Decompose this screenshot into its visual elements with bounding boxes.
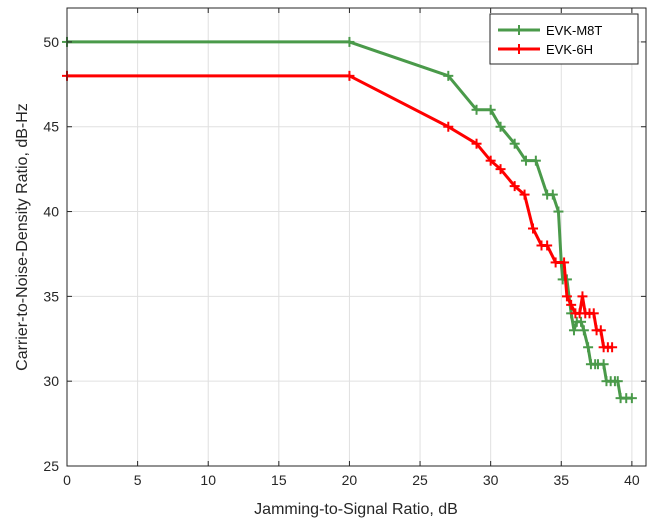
data-point — [626, 393, 637, 404]
data-point — [344, 36, 355, 47]
y-tick-label: 35 — [43, 288, 59, 304]
data-point — [344, 70, 355, 81]
y-tick-label: 30 — [43, 373, 59, 389]
data-point — [542, 240, 553, 251]
ticks: 0 5 10 15 20 25 30 35 40 25 30 35 40 45 50 — [43, 8, 646, 488]
legend-label: EVK-M8T — [546, 23, 602, 38]
y-tick-label: 45 — [43, 119, 59, 135]
legend-box — [489, 13, 639, 65]
x-tick-label: 5 — [134, 472, 142, 488]
data-point — [443, 70, 454, 81]
data-point — [471, 138, 482, 149]
data-point — [547, 189, 558, 200]
x-tick-label: 15 — [271, 472, 287, 488]
data-point — [568, 325, 579, 336]
data-point — [509, 181, 520, 192]
data-point — [577, 291, 588, 302]
data-point — [612, 376, 623, 387]
data-point — [471, 104, 482, 115]
y-tick-label: 40 — [43, 204, 59, 220]
plot-background — [67, 8, 646, 466]
data-point — [561, 291, 572, 302]
data-point — [443, 121, 454, 132]
legend-item-evk-6h: EVK-6H — [498, 42, 593, 57]
x-tick-label: 40 — [624, 472, 640, 488]
data-point — [559, 257, 570, 268]
x-tick-label: 10 — [200, 472, 216, 488]
data-point — [509, 138, 520, 149]
y-tick-label: 50 — [43, 34, 59, 50]
data-point — [583, 342, 594, 353]
data-point — [495, 121, 506, 132]
legend-item-evk-m8t: EVK-M8T — [498, 23, 602, 38]
grid — [67, 8, 646, 466]
x-tick-label: 25 — [412, 472, 428, 488]
series-layer — [62, 36, 637, 404]
data-point — [519, 189, 530, 200]
x-axis-label: Jamming-to-Signal Ratio, dB — [254, 501, 458, 518]
y-axis-label: Carrier-to-Noise-Density Ratio, dB-Hz — [14, 103, 31, 371]
data-point — [520, 155, 531, 166]
data-point — [530, 155, 541, 166]
data-point — [598, 359, 609, 370]
data-point — [485, 104, 496, 115]
x-tick-label: 35 — [553, 472, 569, 488]
data-point — [495, 164, 506, 175]
data-point — [595, 325, 606, 336]
data-point — [566, 299, 577, 310]
data-point — [550, 257, 561, 268]
x-tick-label: 0 — [63, 472, 71, 488]
data-point — [578, 325, 589, 336]
plot-frame — [66, 7, 647, 467]
x-tick-label: 20 — [342, 472, 358, 488]
legend: EVK-M8T EVK-6H — [489, 13, 639, 65]
data-point — [576, 316, 587, 327]
x-tick-label: 30 — [483, 472, 499, 488]
data-point — [485, 155, 496, 166]
data-point — [528, 223, 539, 234]
data-point — [588, 308, 599, 319]
y-tick-label: 25 — [43, 458, 59, 474]
legend-label: EVK-6H — [546, 42, 593, 57]
data-point — [553, 206, 564, 217]
data-point — [607, 342, 618, 353]
